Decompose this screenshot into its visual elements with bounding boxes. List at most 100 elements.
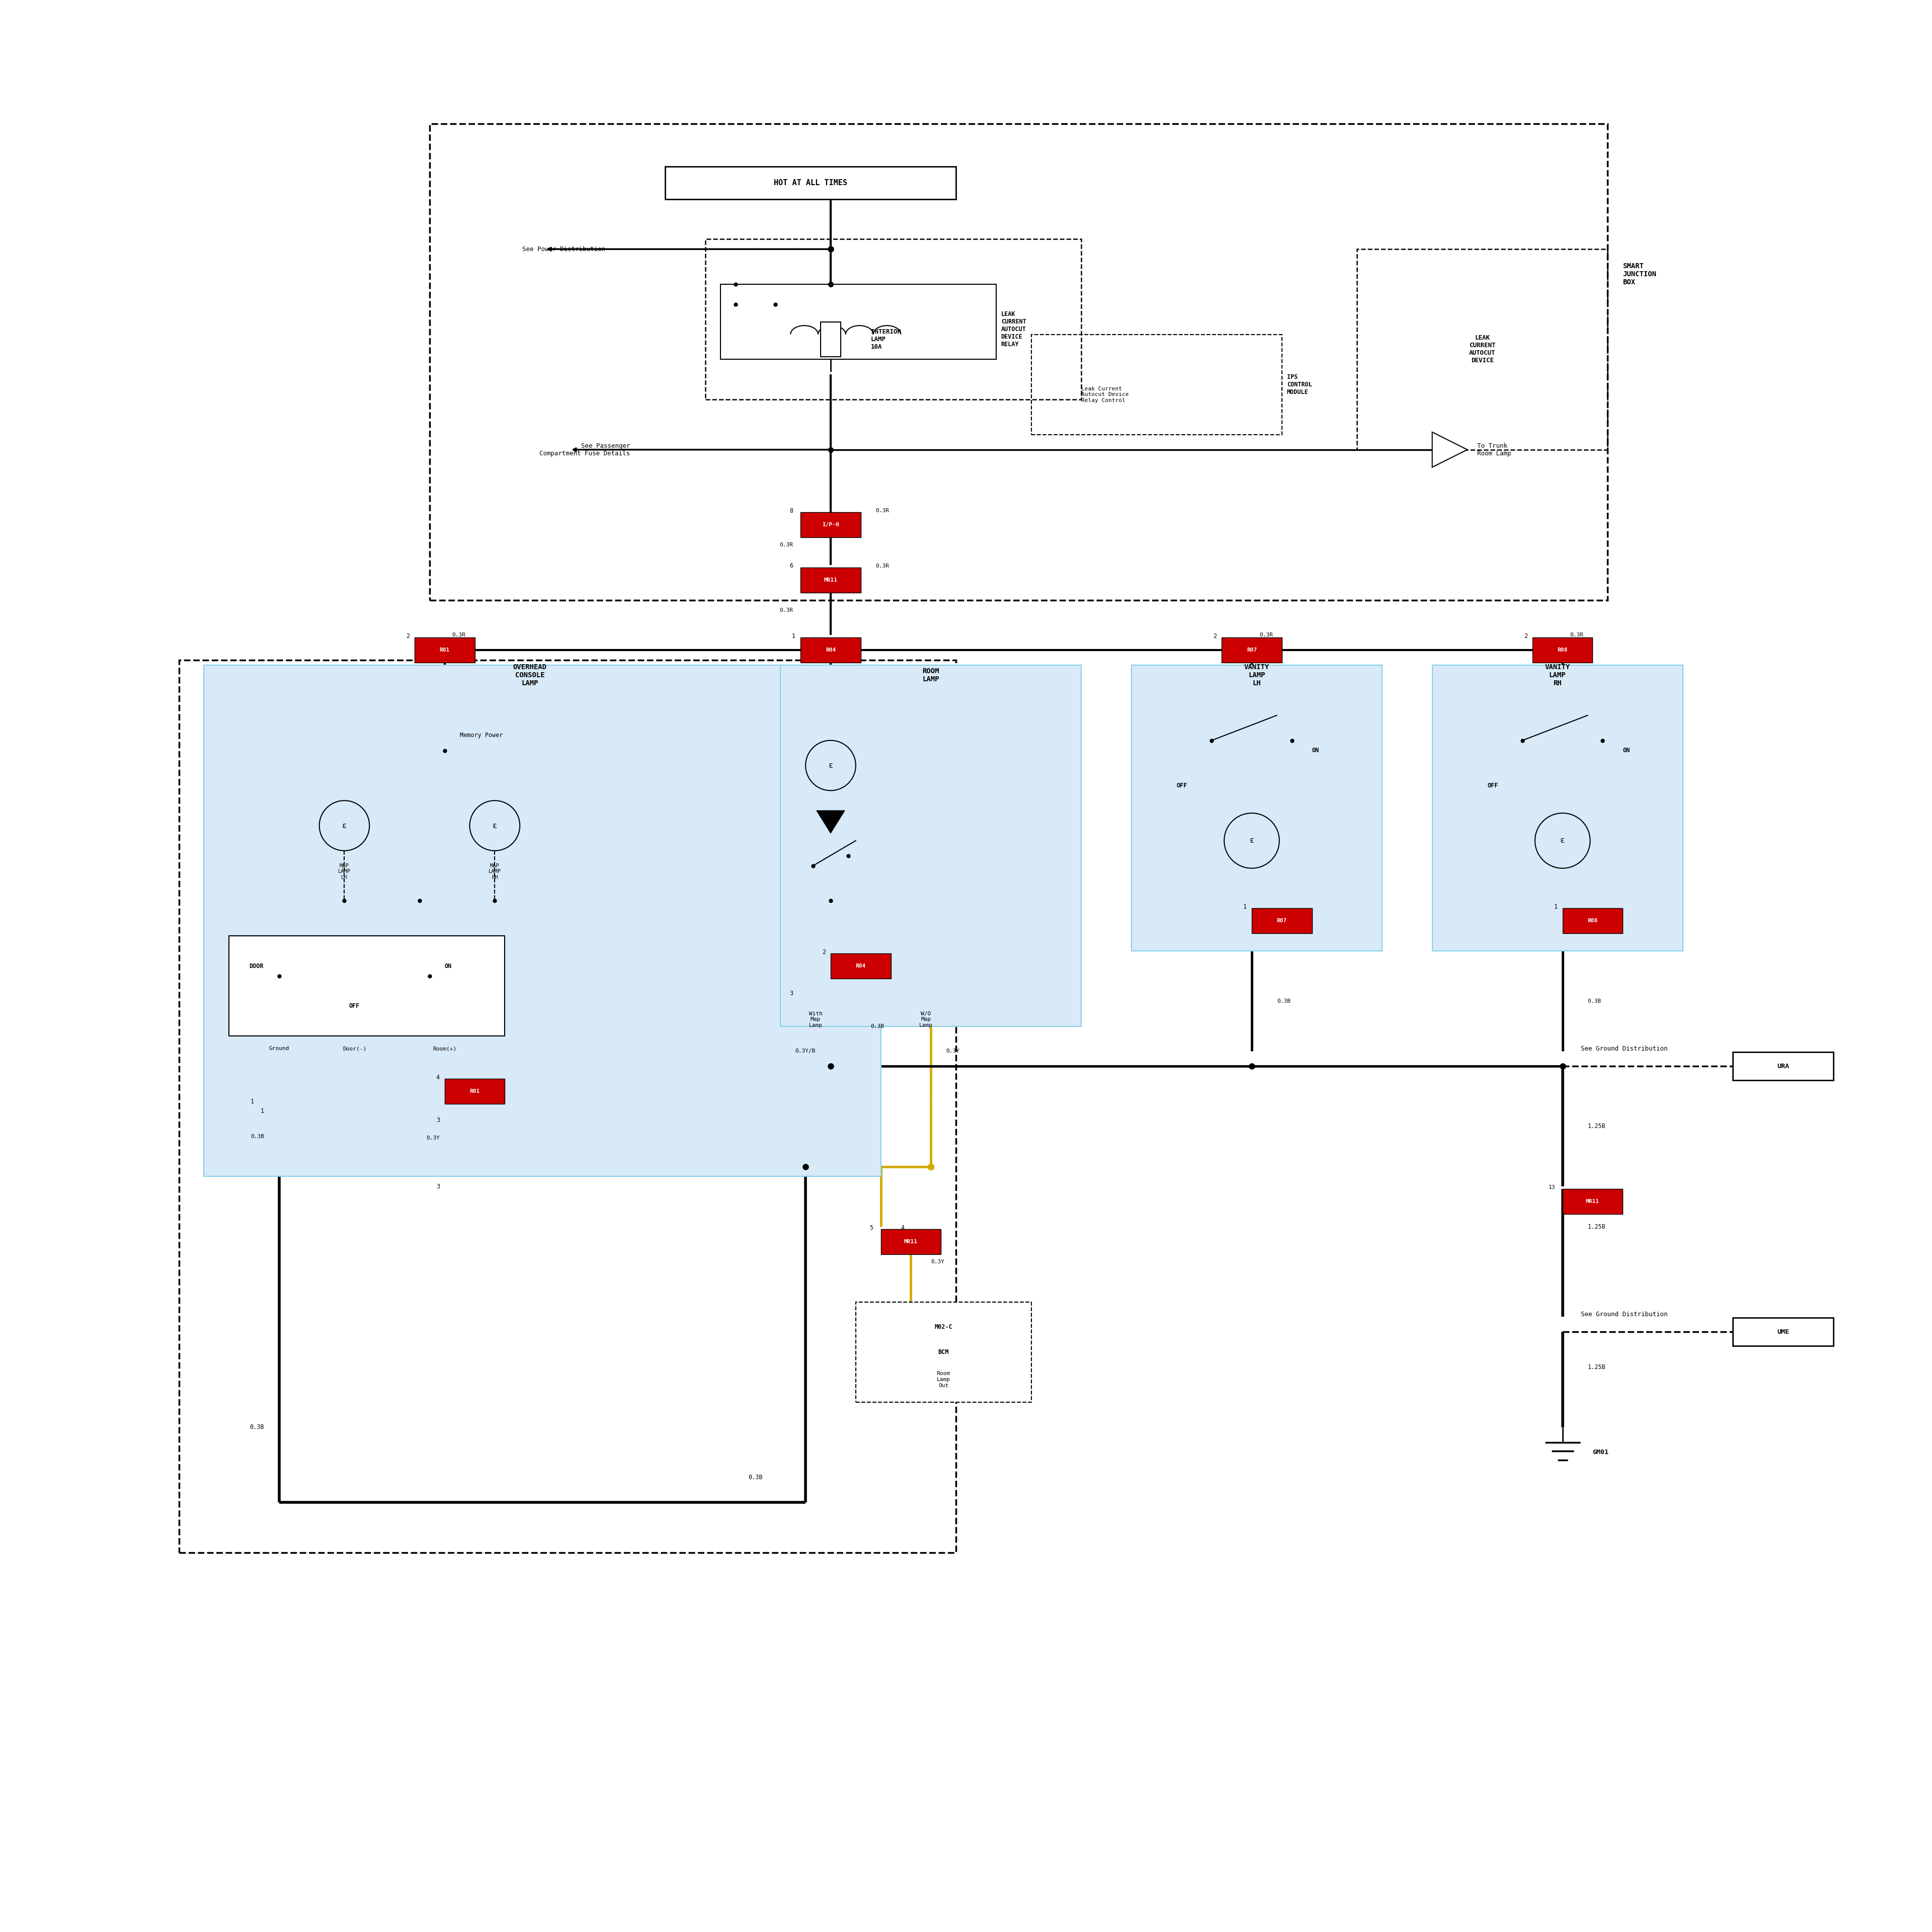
Text: VANITY
LAMP
RH: VANITY LAMP RH bbox=[1546, 663, 1571, 688]
Text: See Ground Distribution: See Ground Distribution bbox=[1580, 1045, 1667, 1053]
Text: R04: R04 bbox=[856, 964, 866, 968]
Bar bbox=[1432, 665, 1683, 951]
Text: 0.3R: 0.3R bbox=[452, 632, 466, 638]
Text: I/P-H: I/P-H bbox=[823, 522, 838, 527]
Text: 5: 5 bbox=[869, 1225, 873, 1231]
Text: R07: R07 bbox=[1246, 647, 1258, 653]
Text: URA: URA bbox=[1777, 1063, 1789, 1070]
Text: 1: 1 bbox=[792, 634, 796, 639]
Text: M02-C: M02-C bbox=[935, 1323, 952, 1331]
Bar bbox=[665, 166, 956, 199]
Text: See Power Distribution: See Power Distribution bbox=[522, 245, 605, 253]
Bar bbox=[781, 665, 1082, 1026]
Text: 0.3R: 0.3R bbox=[779, 543, 792, 547]
Text: R04: R04 bbox=[825, 647, 837, 653]
Text: 0.3B: 0.3B bbox=[748, 1474, 763, 1480]
Text: With
Map
Lamp: With Map Lamp bbox=[810, 1010, 823, 1028]
Text: ε: ε bbox=[1250, 837, 1254, 844]
Bar bbox=[1132, 665, 1381, 951]
Text: DOOR: DOOR bbox=[249, 962, 263, 970]
Bar bbox=[721, 284, 997, 359]
Bar bbox=[1733, 1053, 1833, 1080]
Text: INTERIOR
LAMP
10A: INTERIOR LAMP 10A bbox=[871, 328, 900, 350]
Text: LEAK
CURRENT
AUTOCUT
DEVICE
RELAY: LEAK CURRENT AUTOCUT DEVICE RELAY bbox=[1001, 311, 1026, 348]
Text: OVERHEAD
CONSOLE
LAMP: OVERHEAD CONSOLE LAMP bbox=[514, 663, 547, 688]
Bar bbox=[800, 512, 862, 537]
Bar bbox=[1221, 638, 1281, 663]
Text: OFF: OFF bbox=[350, 1003, 359, 1009]
Text: LEAK
CURRENT
AUTOCUT
DEVICE: LEAK CURRENT AUTOCUT DEVICE bbox=[1468, 334, 1495, 363]
Text: 0.3R: 0.3R bbox=[779, 607, 792, 612]
Text: 0.3Y: 0.3Y bbox=[427, 1136, 440, 1140]
Text: 0.3R: 0.3R bbox=[1260, 632, 1273, 638]
Bar bbox=[1252, 908, 1312, 933]
Text: ε: ε bbox=[1561, 837, 1565, 844]
Bar bbox=[180, 661, 956, 1553]
Bar bbox=[705, 240, 1082, 400]
Bar bbox=[856, 1302, 1032, 1403]
Text: 4: 4 bbox=[900, 1225, 904, 1231]
Bar bbox=[444, 1078, 504, 1103]
Bar bbox=[1563, 1188, 1623, 1213]
Bar bbox=[800, 638, 862, 663]
Bar bbox=[1032, 334, 1281, 435]
Bar bbox=[800, 568, 862, 593]
Polygon shape bbox=[817, 811, 844, 833]
Text: R01: R01 bbox=[440, 647, 450, 653]
Text: 0.3B: 0.3B bbox=[1277, 999, 1291, 1003]
Text: HOT AT ALL TIMES: HOT AT ALL TIMES bbox=[775, 180, 848, 187]
Text: ε: ε bbox=[829, 761, 833, 769]
Bar bbox=[1733, 1318, 1833, 1347]
Text: 1: 1 bbox=[261, 1109, 265, 1115]
Text: Room(+): Room(+) bbox=[433, 1047, 456, 1051]
Text: 3: 3 bbox=[437, 1182, 440, 1190]
Bar bbox=[1356, 249, 1607, 450]
Text: R08: R08 bbox=[1557, 647, 1567, 653]
Text: OFF: OFF bbox=[1488, 782, 1497, 788]
Text: R08: R08 bbox=[1588, 918, 1598, 923]
Text: 2: 2 bbox=[821, 949, 825, 954]
Text: MR11: MR11 bbox=[1586, 1200, 1600, 1204]
Text: W/O
Map
Lamp: W/O Map Lamp bbox=[920, 1010, 933, 1028]
Text: 0.3Y/B: 0.3Y/B bbox=[796, 1049, 815, 1053]
Text: SMART
JUNCTION
BOX: SMART JUNCTION BOX bbox=[1623, 263, 1656, 286]
Text: VANITY
LAMP
LH: VANITY LAMP LH bbox=[1244, 663, 1269, 688]
Text: 0.3R: 0.3R bbox=[1571, 632, 1584, 638]
Text: 0.3Y: 0.3Y bbox=[947, 1049, 960, 1053]
Text: 0.3Y: 0.3Y bbox=[931, 1260, 945, 1264]
Text: ON: ON bbox=[444, 962, 452, 970]
Text: 8: 8 bbox=[790, 508, 792, 514]
Text: 2: 2 bbox=[406, 634, 410, 639]
Text: Room
Lamp
Out: Room Lamp Out bbox=[937, 1372, 951, 1387]
Text: 2: 2 bbox=[1524, 634, 1528, 639]
Text: 1.25B: 1.25B bbox=[1588, 1364, 1605, 1370]
Text: MAP
LAMP
RH: MAP LAMP RH bbox=[489, 864, 500, 879]
Text: Ground: Ground bbox=[269, 1047, 290, 1051]
Text: 1.25B: 1.25B bbox=[1588, 1223, 1605, 1231]
Text: 1.25B: 1.25B bbox=[1588, 1122, 1605, 1130]
Text: 1: 1 bbox=[251, 1097, 255, 1105]
Text: OFF: OFF bbox=[1177, 782, 1188, 788]
Text: 1: 1 bbox=[1553, 904, 1557, 910]
Text: Leak Current
Autocut Device
Relay Control: Leak Current Autocut Device Relay Contro… bbox=[1082, 386, 1128, 404]
Bar bbox=[429, 124, 1607, 601]
Text: R01: R01 bbox=[469, 1090, 479, 1094]
Bar bbox=[881, 1229, 941, 1254]
Text: ON: ON bbox=[1312, 748, 1320, 753]
Text: 0.3B: 0.3B bbox=[871, 1024, 885, 1028]
Text: 0.3B: 0.3B bbox=[249, 1424, 265, 1430]
Text: GM01: GM01 bbox=[1592, 1449, 1609, 1455]
Bar bbox=[821, 323, 840, 357]
Text: 6: 6 bbox=[790, 562, 792, 570]
Text: 1: 1 bbox=[1242, 904, 1246, 910]
Text: To Trunk
Room Lamp: To Trunk Room Lamp bbox=[1478, 442, 1511, 456]
Text: 3: 3 bbox=[790, 991, 792, 997]
Bar bbox=[415, 638, 475, 663]
Text: 0.3R: 0.3R bbox=[875, 564, 889, 568]
Text: ON: ON bbox=[1623, 748, 1631, 753]
Text: R07: R07 bbox=[1277, 918, 1287, 923]
Text: 0.3B: 0.3B bbox=[251, 1134, 265, 1140]
Text: BCM: BCM bbox=[939, 1349, 949, 1354]
Text: 0.3B: 0.3B bbox=[1588, 999, 1602, 1003]
Text: ε: ε bbox=[342, 821, 346, 829]
